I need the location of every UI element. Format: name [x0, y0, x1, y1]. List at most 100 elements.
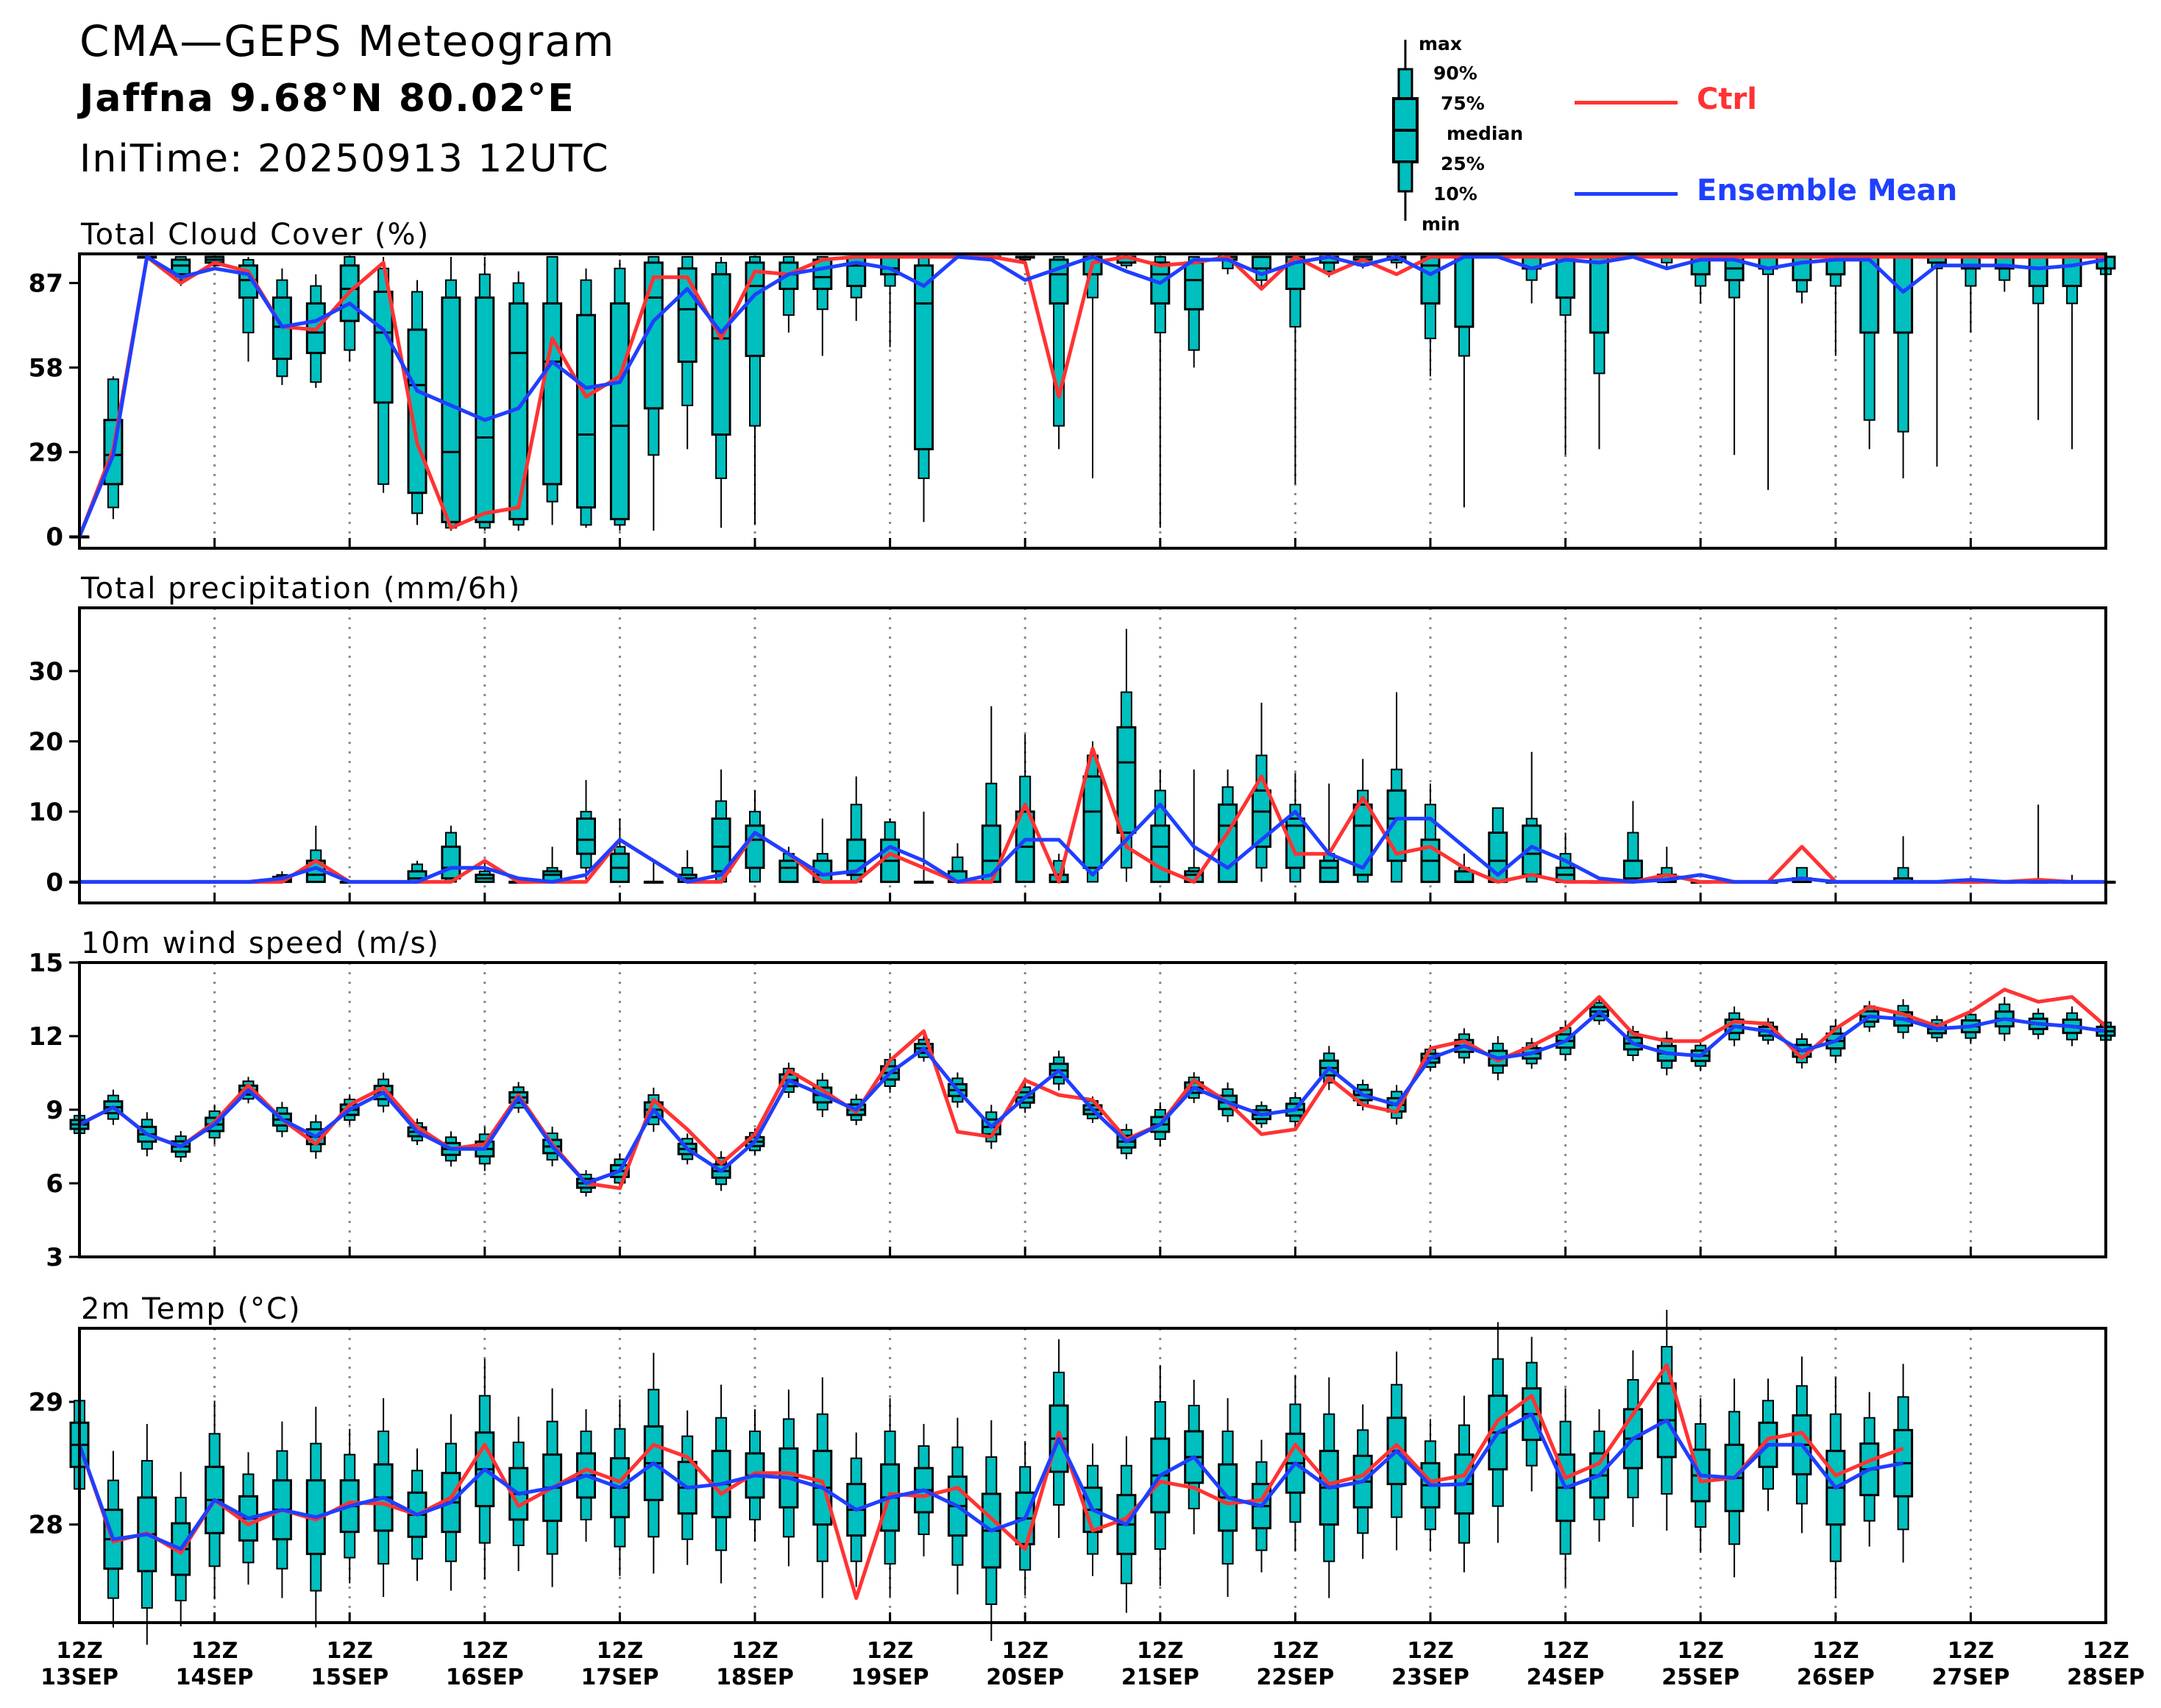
x-tick-label-date: 25SEP — [1661, 1665, 1739, 1690]
ensemble-box — [711, 256, 731, 528]
ctrl-line — [79, 988, 2106, 1191]
box-25-75 — [778, 860, 799, 883]
y-tick-label: 3 — [46, 1243, 63, 1272]
ensemble-box — [1352, 759, 1373, 883]
y-tick-label: 29 — [29, 1388, 63, 1417]
x-tick-label-hour: 12Z — [2082, 1638, 2129, 1664]
box-25-75 — [1454, 255, 1475, 328]
ensemble-box — [1184, 769, 1204, 883]
ensemble-box — [643, 860, 664, 884]
box-25-75 — [1352, 803, 1373, 876]
x-tick-label-hour: 12Z — [731, 1638, 778, 1664]
ensemble-box — [947, 1417, 968, 1595]
box-25-75 — [609, 302, 630, 520]
panel-title: Total precipitation (mm/6h) — [80, 572, 521, 606]
ensemble-box — [576, 779, 596, 882]
box-25-75 — [1454, 870, 1475, 883]
x-tick-label-date: 14SEP — [176, 1665, 254, 1690]
x-tick-label-date: 21SEP — [1121, 1665, 1199, 1690]
box-25-75 — [1082, 775, 1103, 869]
ensemble-box — [1960, 255, 1981, 333]
x-tick-label-hour: 12Z — [1407, 1638, 1454, 1664]
ensemble-box — [711, 769, 731, 883]
ensemble-box — [2062, 255, 2082, 450]
ensemble-box — [441, 1414, 461, 1591]
ensemble-box — [1116, 628, 1137, 882]
box-25-75 — [1252, 255, 1271, 270]
ensemble-box — [475, 256, 495, 531]
box-25-75 — [711, 273, 731, 436]
y-tick-label: 10 — [29, 798, 63, 827]
y-tick-label: 0 — [46, 868, 63, 897]
panel-frame — [78, 961, 2107, 1258]
ensemble-box — [914, 255, 934, 522]
panel-frame — [78, 606, 2107, 904]
x-tick-label-date: 28SEP — [2067, 1665, 2145, 1690]
init-time-label: IniTime: 20250913 12UTC — [79, 137, 610, 181]
ensemble-box — [373, 256, 394, 493]
ensemble-box — [1724, 255, 1745, 456]
x-tick-label-hour: 12Z — [326, 1638, 373, 1664]
ensemble-box — [1454, 255, 1475, 508]
panel-3: 3 6 9 12 15 10m wind speed (m/s) — [29, 926, 2116, 1272]
ensemble-box — [1319, 783, 1339, 883]
ensemble-box — [1825, 255, 1846, 356]
y-tick-label: 87 — [29, 269, 63, 299]
box-25-75 — [1150, 824, 1171, 883]
ensemble-box — [609, 818, 630, 883]
box-25-75 — [914, 264, 934, 450]
ensemble-box — [778, 846, 799, 883]
legend-p25-label: 25% — [1441, 153, 1485, 174]
panel-frame — [78, 252, 2107, 550]
ensemble-box — [1690, 255, 1711, 304]
x-tick-label-hour: 12Z — [597, 1638, 644, 1664]
ensemble-box — [1758, 255, 1778, 490]
legend-mean-label: Ensemble Mean — [1697, 174, 1958, 208]
ensemble-box — [1285, 773, 1305, 883]
ensemble-box — [1522, 255, 1542, 304]
panel-frame — [78, 1327, 2107, 1624]
y-tick-label: 15 — [29, 949, 63, 978]
location-label: Jaffna 9.68°N 80.02°E — [79, 77, 575, 121]
ensemble-box — [407, 280, 427, 525]
legend-min-label: min — [1422, 213, 1461, 235]
ensemble-box — [542, 255, 563, 525]
x-tick-label-date: 24SEP — [1527, 1665, 1605, 1690]
ensemble-box — [1420, 255, 1441, 377]
y-tick-label: 20 — [29, 727, 63, 756]
ensemble-box — [1420, 783, 1441, 883]
y-tick-label: 58 — [29, 353, 63, 383]
ensemble-box — [1319, 255, 1339, 277]
x-tick-label-hour: 12Z — [1542, 1638, 1589, 1664]
ensemble-box — [846, 255, 867, 322]
ensemble-box — [1859, 255, 1880, 450]
legend-max-label: max — [1419, 33, 1463, 54]
box-25-75 — [1420, 255, 1441, 305]
ensemble-box — [745, 790, 765, 883]
y-tick-label: 6 — [46, 1169, 63, 1199]
x-tick-label-hour: 12Z — [1677, 1638, 1724, 1664]
ensemble-box — [609, 259, 630, 531]
y-tick-label: 30 — [29, 657, 63, 687]
box-25-75 — [373, 290, 394, 404]
x-tick-label-date: 23SEP — [1391, 1665, 1469, 1690]
x-tick-label-hour: 12Z — [461, 1638, 508, 1664]
ensemble-mean-line — [79, 1412, 1904, 1551]
ensemble-box — [441, 256, 461, 531]
box-25-75 — [576, 313, 596, 509]
x-tick-label-date: 16SEP — [446, 1665, 524, 1690]
legend-p90-label: 90% — [1433, 63, 1477, 84]
ensemble-box — [1622, 801, 1643, 883]
x-tick-label-hour: 12Z — [1001, 1638, 1048, 1664]
ensemble-box — [1285, 255, 1305, 484]
box-legend-icon — [1392, 40, 1419, 221]
x-tick-label-hour: 12Z — [1272, 1638, 1319, 1664]
panel-title: 10m wind speed (m/s) — [81, 926, 440, 960]
legend-median-label: median — [1447, 123, 1524, 144]
ensemble-box — [846, 1432, 867, 1587]
y-tick-label: 12 — [29, 1022, 63, 1052]
ensemble-box — [1994, 255, 2015, 292]
box-25-75 — [1859, 255, 1880, 334]
box-25-75 — [475, 296, 495, 523]
